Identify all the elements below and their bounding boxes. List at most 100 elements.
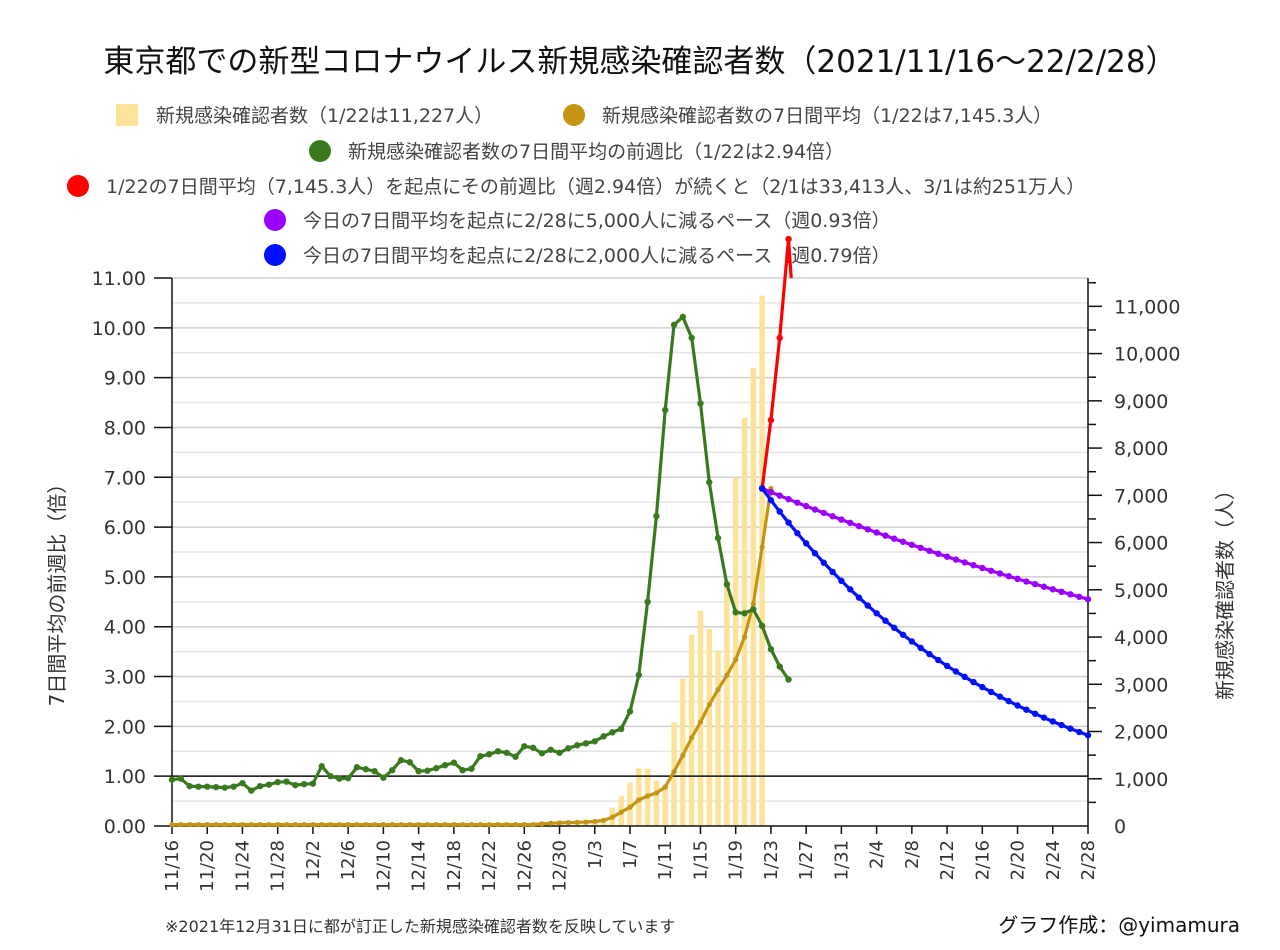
x-tick-label: 2/16 [972, 840, 993, 880]
ratio-point [204, 783, 211, 790]
y-left-tick-label: 0.00 [104, 816, 146, 838]
y-left-tick-label: 7.00 [104, 467, 146, 489]
projection-blue-point [996, 693, 1004, 700]
projection-blue-point [811, 550, 819, 557]
ratio-point [556, 749, 563, 756]
avg7-point [442, 821, 448, 828]
ratio-point [723, 581, 731, 588]
y-right-tick-label: 9,000 [1114, 391, 1168, 413]
daily-bar [653, 780, 660, 826]
x-tick-label: 2/4 [867, 840, 888, 869]
daily-bars [547, 295, 765, 826]
ratio-point [758, 622, 766, 629]
projection-purple-point [785, 495, 792, 503]
projection-blue-point [1084, 732, 1092, 739]
y-right-tick-label: 2,000 [1114, 722, 1168, 744]
projection-purple-point [864, 526, 872, 533]
projection-blue-point [908, 638, 916, 645]
projection-purple-point [1075, 593, 1083, 600]
avg7-point [424, 821, 431, 828]
projection-purple-point [891, 535, 898, 542]
ratio-point [406, 759, 414, 766]
legend-marker-daily [116, 104, 138, 126]
x-tick-label: 11/20 [197, 840, 218, 892]
credit: グラフ作成：@yimamura [998, 913, 1240, 937]
avg7-point [169, 821, 175, 828]
avg7-point [733, 656, 739, 663]
ratio-point [327, 772, 334, 780]
avg7-point [231, 821, 237, 828]
avg7-point [371, 821, 378, 828]
x-tick-label: 12/18 [444, 840, 465, 892]
avg7-point [759, 544, 765, 550]
avg7-point [609, 814, 615, 820]
ratio-point [477, 753, 484, 760]
ratio-point [741, 610, 748, 617]
y-left-tick-label: 2.00 [104, 716, 146, 738]
x-tick-label: 2/8 [902, 840, 923, 869]
avg7-point [697, 719, 704, 725]
ratio-point [265, 781, 273, 788]
projection-blue-point [846, 586, 854, 593]
avg7-point [495, 821, 501, 828]
projection-blue-point [961, 673, 968, 681]
avg7-point [592, 818, 598, 825]
projection-purple-point [908, 541, 916, 549]
ratio-point [177, 775, 185, 782]
projection-purple-point [970, 562, 977, 569]
avg7-point [556, 820, 563, 826]
avg7-point [301, 821, 307, 828]
ratio-point [415, 768, 422, 775]
avg7-point [741, 634, 748, 640]
x-tick-label: 12/14 [409, 840, 430, 892]
avg7-point [548, 820, 554, 826]
projection-blue-point [829, 568, 836, 576]
avg7-point [345, 821, 351, 828]
avg7-point [600, 817, 607, 823]
daily-bar [759, 295, 765, 826]
avg7-point [266, 821, 272, 828]
projection-purple-point [987, 567, 995, 574]
ratio-point [292, 781, 299, 789]
legend-marker-proj-purple [264, 209, 286, 231]
ratio-point [168, 776, 176, 783]
projection-purple-point [926, 547, 933, 555]
ratio-point [424, 767, 431, 774]
projection-blue-point [767, 497, 775, 504]
ratio-point [344, 774, 352, 782]
ratio-point [670, 321, 678, 329]
ratio-point [617, 725, 625, 733]
projection-blue-point [979, 683, 986, 691]
ratio-point [239, 779, 246, 787]
projection-blue-point [1040, 714, 1048, 721]
ratio-point [714, 534, 722, 542]
projection-blue-point [794, 529, 801, 537]
y-left-tick-label: 9.00 [104, 368, 146, 390]
avg7-point [636, 797, 642, 803]
avg7-point [565, 819, 571, 826]
ratio-point [529, 744, 537, 751]
x-tick-label: 1/7 [620, 840, 641, 869]
x-tick-label: 12/26 [514, 840, 535, 892]
footnote: ※2021年12月31日に都が訂正した新規感染確認者数を反映しています [165, 917, 675, 936]
projection-purple-point [952, 556, 960, 563]
projection-blue-point [776, 508, 783, 515]
projection-purple-point [1023, 578, 1030, 585]
projection-purple-point [802, 502, 810, 510]
projection-purple-point [996, 570, 1004, 577]
x-tick-labels: 11/16 11/20 11/24 11/28 12/2 12/6 12/10 12/14 12… [162, 840, 1099, 892]
avg7-point [477, 821, 483, 828]
ratio-point [433, 765, 440, 772]
ratio-point [776, 663, 783, 670]
ratio-point [538, 750, 546, 757]
ratio-point [450, 759, 458, 766]
avg7-point [292, 821, 298, 828]
ratio-point [371, 768, 378, 775]
projection-purple-point [1084, 596, 1092, 603]
legend-label-proj-blue: 今日の7日間平均を起点に2/28に2,000人に減るペース（週0.79倍） [303, 245, 891, 267]
avg7-point [222, 821, 228, 828]
avg7-point [187, 821, 193, 828]
ratio-point [767, 645, 775, 653]
x-tick-label: 2/24 [1043, 840, 1064, 880]
